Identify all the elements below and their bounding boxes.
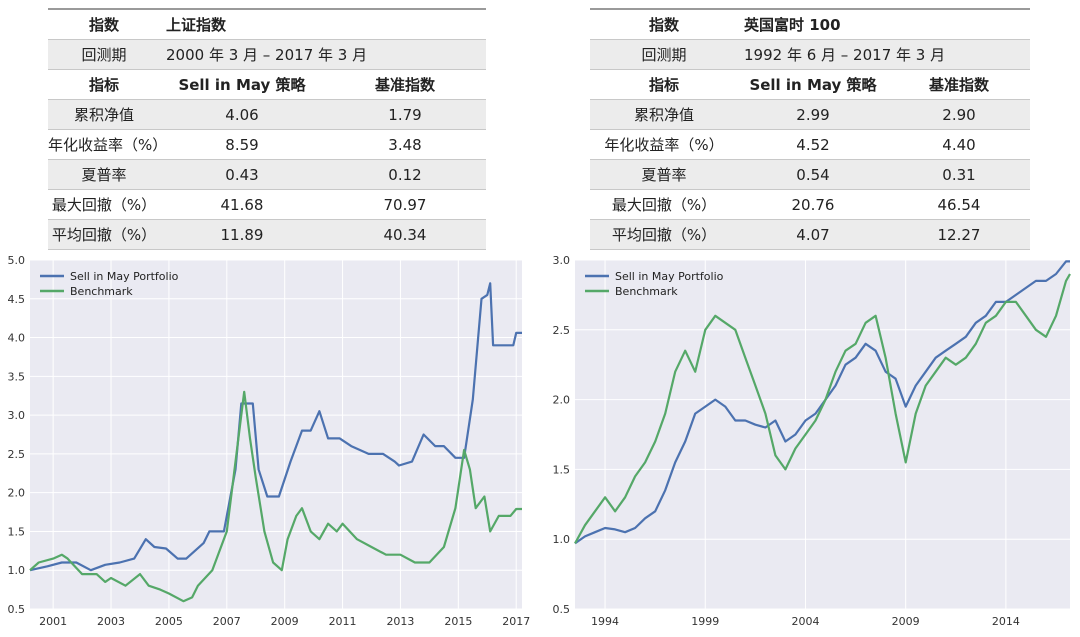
benchmark-cell: 12.27 — [888, 219, 1030, 250]
x-tick-label: 2014 — [992, 615, 1020, 628]
legend: Sell in May Portfolio Benchmark — [585, 270, 724, 298]
legend: Sell in May Portfolio Benchmark — [40, 270, 179, 298]
x-tick-label: 2001 — [39, 615, 67, 628]
y-tick-label: 1.5 — [553, 463, 571, 476]
y-tick-label: 3.0 — [8, 409, 26, 422]
metric-cell: 累积净值 — [590, 99, 738, 130]
col-benchmark: 基准指数 — [888, 69, 1030, 100]
legend-label: Sell in May Portfolio — [615, 270, 724, 283]
y-tick-label: 4.0 — [8, 332, 26, 345]
y-tick-label: 1.0 — [8, 564, 26, 577]
y-tick-label: 1.5 — [8, 525, 26, 538]
col-strategy: Sell in May 策略 — [738, 69, 888, 100]
index-name: 上证指数 — [160, 8, 486, 40]
plot-area — [30, 260, 522, 609]
table-row: 夏普率 0.54 0.31 — [590, 159, 1030, 190]
y-tick-label: 2.5 — [8, 448, 26, 461]
ftse-performance-chart: 0.5 1.0 1.5 2.0 2.5 3.0 1994 1999 2004 2009 2014 Se… — [553, 254, 1071, 628]
y-tick-label: 3.5 — [8, 370, 26, 383]
metric-cell: 夏普率 — [48, 159, 160, 190]
table-row: 累积净值 4.06 1.79 — [48, 99, 486, 130]
col-strategy: Sell in May 策略 — [160, 69, 324, 100]
col-metric: 指标 — [48, 69, 160, 100]
col-metric: 指标 — [590, 69, 738, 100]
benchmark-cell: 0.12 — [324, 159, 486, 190]
benchmark-cell: 70.97 — [324, 189, 486, 220]
x-tick-label: 1999 — [691, 615, 719, 628]
stats-table-left: 指数 上证指数 回测期 2000 年 3 月 – 2017 年 3 月 指标 S… — [48, 8, 486, 250]
stats-table-right: 指数 英国富时 100 回测期 1992 年 6 月 – 2017 年 3 月 … — [590, 8, 1030, 250]
period-value: 1992 年 6 月 – 2017 年 3 月 — [738, 39, 1030, 70]
index-label: 指数 — [48, 8, 160, 40]
x-tick-label: 2003 — [97, 615, 125, 628]
metric-cell: 夏普率 — [590, 159, 738, 190]
benchmark-line — [574, 273, 1071, 544]
metric-cell: 最大回撤（%） — [48, 189, 160, 220]
strategy-cell: 2.99 — [738, 99, 888, 130]
plot-area — [575, 260, 1070, 609]
index-label: 指数 — [590, 8, 738, 40]
benchmark-cell: 2.90 — [888, 99, 1030, 130]
metric-cell: 年化收益率（%） — [590, 129, 738, 160]
metric-cell: 最大回撤（%） — [590, 189, 738, 220]
benchmark-cell: 46.54 — [888, 189, 1030, 220]
strategy-cell: 4.52 — [738, 129, 888, 160]
strategy-cell: 0.54 — [738, 159, 888, 190]
strategy-cell: 4.07 — [738, 219, 888, 250]
col-benchmark: 基准指数 — [324, 69, 486, 100]
strategy-cell: 4.06 — [160, 99, 324, 130]
strategy-cell: 11.89 — [160, 219, 324, 250]
benchmark-cell: 1.79 — [324, 99, 486, 130]
benchmark-cell: 40.34 — [324, 219, 486, 250]
y-tick-label: 5.0 — [8, 254, 26, 267]
x-tick-label: 2009 — [892, 615, 920, 628]
benchmark-cell: 3.48 — [324, 129, 486, 160]
table-row: 最大回撤（%） 20.76 46.54 — [590, 189, 1030, 220]
y-tick-label: 0.5 — [8, 603, 26, 616]
legend-label: Benchmark — [615, 285, 678, 298]
x-tick-label: 2009 — [271, 615, 299, 628]
strategy-cell: 41.68 — [160, 189, 324, 220]
table-row: 平均回撤（%） 11.89 40.34 — [48, 219, 486, 250]
sell-in-may-line — [29, 282, 522, 572]
y-tick-label: 1.0 — [553, 533, 571, 546]
metric-cell: 年化收益率（%） — [48, 129, 167, 160]
x-tick-label: 2004 — [791, 615, 819, 628]
y-tick-label: 3.0 — [553, 254, 571, 267]
table-row: 平均回撤（%） 4.07 12.27 — [590, 219, 1030, 250]
benchmark-cell: 0.31 — [888, 159, 1030, 190]
y-tick-label: 2.0 — [8, 487, 26, 500]
x-tick-label: 2017 — [502, 615, 530, 628]
y-tick-label: 2.0 — [553, 394, 571, 407]
table-row: 最大回撤（%） 41.68 70.97 — [48, 189, 486, 220]
x-tick-label: 2007 — [213, 615, 241, 628]
index-name: 英国富时 100 — [738, 8, 1030, 40]
metric-cell: 累积净值 — [48, 99, 160, 130]
benchmark-line — [29, 390, 522, 603]
metric-cell: 平均回撤（%） — [590, 219, 738, 250]
strategy-cell: 0.43 — [160, 159, 324, 190]
x-tick-label: 2013 — [386, 615, 414, 628]
x-tick-label: 2015 — [444, 615, 472, 628]
shanghai-performance-chart: 0.5 1.0 1.5 2.0 2.5 3.0 3.5 4.0 4.5 5.0 2001 2003 20… — [8, 254, 531, 628]
y-tick-label: 4.5 — [8, 293, 26, 306]
period-value: 2000 年 3 月 – 2017 年 3 月 — [160, 39, 486, 70]
legend-label: Benchmark — [70, 285, 133, 298]
y-tick-label: 2.5 — [553, 324, 571, 337]
x-tick-label: 1994 — [591, 615, 619, 628]
legend-label: Sell in May Portfolio — [70, 270, 179, 283]
x-tick-label: 2011 — [329, 615, 357, 628]
period-label: 回测期 — [48, 39, 160, 70]
benchmark-cell: 4.40 — [888, 129, 1030, 160]
y-tick-label: 0.5 — [553, 603, 571, 616]
table-row: 年化收益率（%） 4.52 4.40 — [590, 129, 1030, 160]
period-label: 回测期 — [590, 39, 738, 70]
table-row: 年化收益率（%） 8.59 3.48 — [48, 129, 486, 160]
metric-cell: 平均回撤（%） — [48, 219, 160, 250]
x-tick-label: 2005 — [155, 615, 183, 628]
table-row: 夏普率 0.43 0.12 — [48, 159, 486, 190]
strategy-cell: 8.59 — [160, 129, 324, 160]
table-row: 累积净值 2.99 2.90 — [590, 99, 1030, 130]
strategy-cell: 20.76 — [738, 189, 888, 220]
